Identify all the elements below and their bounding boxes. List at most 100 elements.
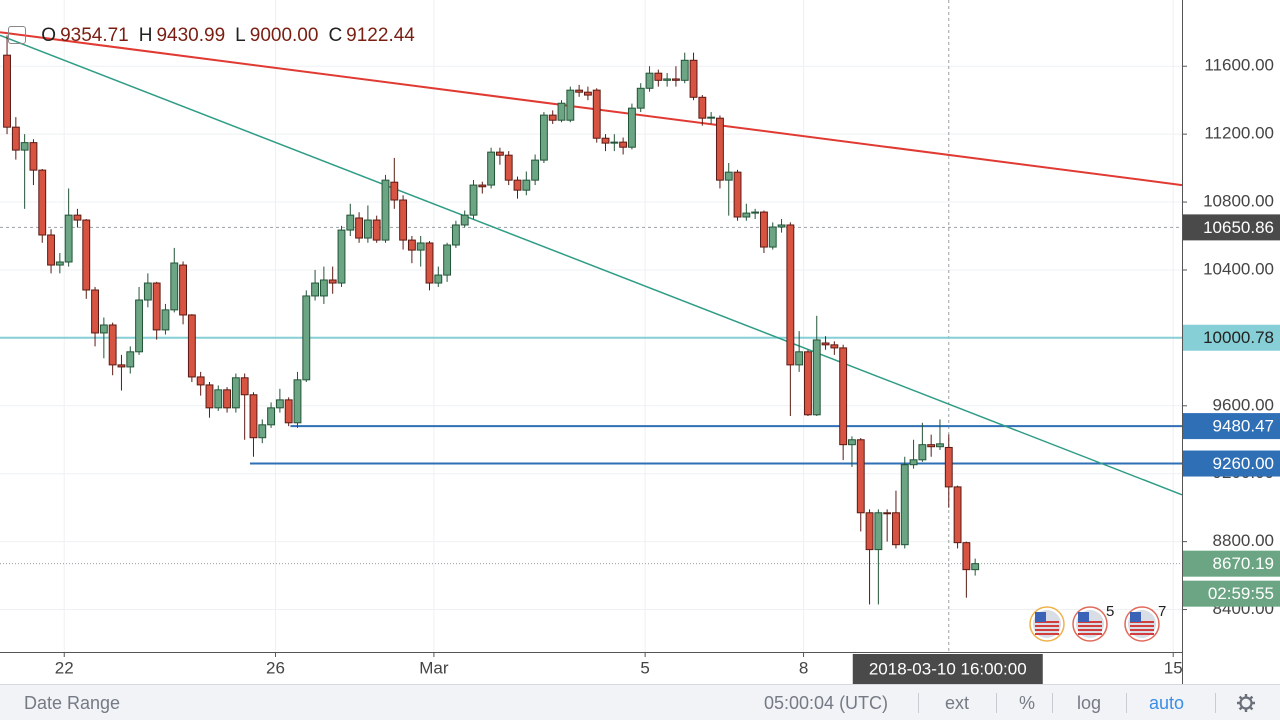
candle-body — [918, 444, 927, 461]
candle-body — [663, 78, 672, 81]
ohlc-value: 9000.00 — [249, 25, 319, 46]
candle-body — [698, 96, 707, 119]
separator — [1052, 693, 1053, 713]
y-tick-label: 8800.00 — [1213, 531, 1274, 550]
candle-body — [707, 116, 716, 119]
candle-body — [583, 91, 592, 96]
candle-body — [399, 199, 408, 241]
candle-body — [495, 151, 504, 156]
flag-stripe — [1035, 633, 1059, 635]
candle-body — [892, 512, 900, 546]
candle-body — [196, 376, 205, 386]
candle-body — [3, 54, 11, 128]
flag-stripe — [1078, 629, 1102, 631]
candle-body — [451, 224, 460, 246]
candle-body — [416, 242, 425, 251]
candle-body — [64, 214, 73, 263]
candle-body — [953, 486, 962, 544]
candle-body — [328, 279, 337, 284]
candle-body — [636, 87, 645, 109]
log-button[interactable]: log — [1077, 693, 1102, 713]
candle-body — [179, 264, 187, 316]
candle-body — [592, 89, 601, 139]
countdown-badge — [1183, 580, 1280, 607]
flag-canton — [1130, 612, 1141, 622]
candle-body — [249, 394, 258, 439]
candle-body — [645, 72, 654, 89]
separator — [1215, 693, 1216, 713]
candle-body — [566, 89, 575, 121]
candle-body — [187, 314, 196, 378]
ext-button[interactable]: ext — [945, 693, 970, 713]
candle-body — [240, 377, 249, 396]
candle-body — [205, 384, 214, 409]
flag-stripe — [1035, 629, 1059, 631]
candle-body — [47, 234, 55, 266]
settings-button[interactable] — [1236, 693, 1256, 713]
y-tick-label: 10800.00 — [1203, 192, 1274, 211]
flag-stripe — [1078, 633, 1102, 635]
x-tick-label: Mar — [419, 658, 449, 677]
ohlc-key: H — [138, 25, 153, 46]
plot-area — [0, 0, 1182, 652]
candle-body — [231, 377, 240, 409]
price-badge — [1183, 550, 1280, 577]
flag-canton — [1035, 612, 1046, 622]
flag-canton — [1078, 612, 1089, 622]
candle-body — [522, 179, 531, 191]
candle-body — [900, 464, 909, 546]
candle-body — [733, 171, 742, 218]
candle-body — [267, 407, 276, 426]
candle-body — [751, 211, 760, 214]
candle-body — [777, 224, 786, 228]
time-badge — [852, 654, 1043, 684]
flag-stripe — [1130, 625, 1154, 627]
candle-body — [223, 389, 232, 409]
candle-body — [11, 126, 20, 151]
candle-body — [856, 439, 865, 514]
candle-body — [363, 219, 372, 239]
candle-body — [487, 151, 496, 186]
candle-body — [830, 344, 839, 349]
candle-body — [258, 424, 267, 439]
chart: 578400.008800.009200.009600.0010400.0010… — [0, 0, 1280, 684]
ohlc-key: C — [328, 25, 343, 46]
candle-body — [82, 219, 91, 291]
candle-body — [539, 114, 548, 161]
flag-stripe — [1078, 625, 1102, 627]
auto-button[interactable]: auto — [1149, 693, 1185, 713]
candle-body — [425, 242, 434, 284]
candle-body — [460, 214, 469, 226]
date-range-button[interactable]: Date Range — [24, 693, 121, 713]
percent-button[interactable]: % — [1019, 693, 1036, 713]
x-tick-label: 22 — [55, 658, 74, 677]
candle-body — [865, 512, 874, 551]
x-tick-label: 8 — [799, 658, 808, 677]
symbol-icon[interactable] — [8, 26, 26, 44]
candle-body — [689, 59, 698, 98]
flag-stripe — [1130, 633, 1154, 635]
candle-body — [680, 59, 689, 81]
candle-body — [962, 542, 971, 571]
candle-body — [38, 169, 47, 236]
candle-body — [874, 512, 883, 551]
candle-body — [575, 89, 584, 93]
ohlc-value: 9430.99 — [156, 25, 226, 46]
y-tick-label: 9600.00 — [1213, 395, 1274, 414]
candle-body — [557, 102, 566, 121]
candle-body — [601, 137, 610, 144]
candle-body — [170, 262, 179, 311]
ohlc-value: 9122.44 — [346, 25, 415, 46]
candle-body — [548, 114, 557, 121]
candle-body — [275, 399, 284, 409]
candle-body — [654, 72, 663, 81]
candle-body — [143, 282, 152, 301]
candle-body — [883, 512, 892, 515]
candle-body — [724, 171, 733, 181]
candle-body — [108, 324, 117, 366]
candle-body — [390, 181, 399, 201]
candle-body — [311, 282, 320, 297]
candle-body — [716, 117, 724, 181]
candle-body — [619, 141, 628, 148]
x-tick-label: 15 — [1164, 658, 1183, 677]
